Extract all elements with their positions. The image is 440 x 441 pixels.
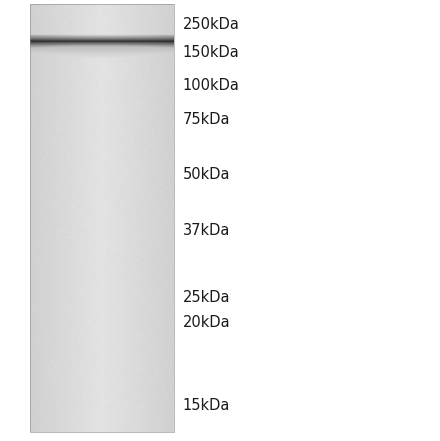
- Bar: [30, 4, 174, 432]
- Text: 37kDa: 37kDa: [183, 223, 230, 238]
- Text: 50kDa: 50kDa: [183, 167, 230, 182]
- Text: 15kDa: 15kDa: [183, 398, 230, 413]
- Text: 75kDa: 75kDa: [183, 112, 230, 127]
- Text: 100kDa: 100kDa: [183, 78, 239, 93]
- Text: 25kDa: 25kDa: [183, 290, 230, 305]
- Text: 20kDa: 20kDa: [183, 315, 230, 330]
- Text: 150kDa: 150kDa: [183, 45, 239, 60]
- Text: 250kDa: 250kDa: [183, 17, 239, 32]
